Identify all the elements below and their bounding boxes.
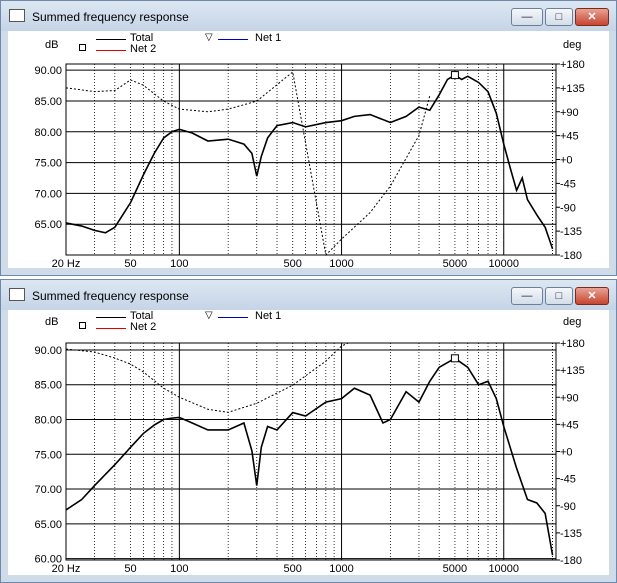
left-axis-unit: dB [45,316,59,328]
x-tick-label: 100 [170,258,188,269]
y2-tick-label: +90 [560,392,579,404]
series-total-magnitude [65,357,554,556]
x-tick-label: 20 Hz [52,563,81,575]
minimize-button[interactable]: — [511,8,543,26]
series-net1-phase [65,342,349,413]
legend-total-line [96,317,126,318]
left-axis-unit: dB [45,39,59,51]
y2-tick-label: -45 [560,178,576,190]
legend-net1-label: Net 1 [255,32,282,44]
right-axis-unit: deg [563,39,582,51]
y2-tick-label: -90 [560,202,576,214]
y-tick-label: 70.00 [34,188,62,200]
x-tick-label: 500 [284,563,302,575]
plot-frame [65,63,557,256]
minimize-button[interactable]: — [511,287,543,305]
y-tick-label: 80.00 [34,127,62,139]
y2-tick-label: +0 [560,447,573,459]
y2-tick-label: -90 [560,501,576,513]
x-tick-label: 100 [170,563,188,575]
cursor-marker [450,71,459,80]
legend-total-label: Total [130,32,154,44]
y2-tick-label: -180 [560,250,582,262]
legend-square-marker-icon [79,322,86,329]
legend-net2-label: Net 2 [130,43,157,55]
x-tick-label: 10000 [488,563,519,575]
x-tick-label: 1000 [329,563,353,575]
app-icon [9,288,25,301]
maximize-button[interactable]: □ [545,8,573,26]
y2-tick-label: +0 [560,155,573,167]
y2-tick-label: +45 [560,419,579,431]
frequency-response-chart: 90.00 85.00 80.00 75.00 70.00 65.00 +180 +135 +9… [34,59,585,269]
x-tick-label: 5000 [443,258,467,269]
y-tick-label: 90.00 [34,65,62,77]
legend-net1-line [218,39,248,40]
y-tick-label: 85.00 [34,380,62,392]
plot-frame [65,342,557,561]
series-total-magnitude [65,74,554,250]
legend-triangle-marker-icon: ▽ [205,310,213,321]
bottom-title-bar[interactable]: Summed frequency response — □ ✕ [1,280,616,310]
legend-net2-line [96,50,126,51]
y2-tick-label: -180 [560,555,582,567]
maximize-button[interactable]: □ [545,287,573,305]
x-tick-label: 50 [124,563,136,575]
x-tick-label: 10000 [488,258,519,269]
y2-tick-label: +135 [560,365,585,377]
right-axis-unit: deg [563,316,582,328]
close-button[interactable]: ✕ [575,287,609,305]
y2-tick-label: +45 [560,131,579,143]
y-tick-label: 75.00 [34,449,62,461]
legend-net2-line [96,328,126,329]
frequency-response-chart: 90.00 85.00 80.00 75.00 70.00 65.00 60.00 +180 +… [34,338,585,575]
top-title-bar[interactable]: Summed frequency response — □ ✕ [1,1,616,31]
legend-triangle-marker-icon: ▽ [205,32,213,43]
x-tick-label: 20 Hz [52,258,81,269]
window-title: Summed frequency response [32,289,189,303]
x-tick-label: 500 [284,258,302,269]
close-button[interactable]: ✕ [575,8,609,26]
y-tick-label: 60.00 [34,554,62,566]
x-tick-label: 1000 [329,258,353,269]
legend-net1-label: Net 1 [255,310,282,322]
y2-tick-label: -45 [560,474,576,486]
y-tick-label: 90.00 [34,345,62,357]
y2-tick-label: +180 [560,59,585,71]
y2-tick-label: +90 [560,107,579,119]
legend-net1-line [218,317,248,318]
y2-tick-label: -135 [560,226,582,238]
window-title: Summed frequency response [32,10,189,24]
top-window: Summed frequency response — □ ✕ 90.00 85.… [0,0,617,276]
y2-tick-label: -135 [560,528,582,540]
y-tick-label: 65.00 [34,519,62,531]
x-tick-label: 5000 [443,563,467,575]
legend-total-label: Total [130,310,154,322]
y-tick-label: 70.00 [34,484,62,496]
y-tick-label: 75.00 [34,158,62,170]
series-net1-phase [65,71,431,257]
y2-tick-label: +180 [560,338,585,350]
legend-total-line [96,39,126,40]
cursor-marker [450,354,459,363]
bottom-plot-area[interactable]: 90.00 85.00 80.00 75.00 70.00 65.00 60.00 +180 +… [8,310,609,575]
y2-tick-label: +135 [560,83,585,95]
legend-net2-label: Net 2 [130,321,157,333]
y-tick-label: 85.00 [34,96,62,108]
y-tick-label: 80.00 [34,415,62,427]
legend-square-marker-icon [79,44,86,51]
x-tick-label: 50 [124,258,136,269]
y-tick-label: 65.00 [34,219,62,231]
app-icon [9,9,25,22]
top-plot-area[interactable]: 90.00 85.00 80.00 75.00 70.00 65.00 +180 +135 +9… [8,31,609,269]
bottom-window: Summed frequency response — □ ✕ 90.00 85.… [0,279,617,583]
